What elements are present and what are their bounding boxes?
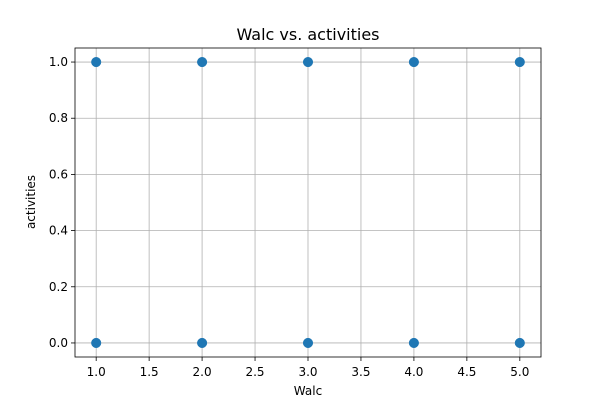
x-tick-label: 2.5: [245, 365, 264, 379]
x-tick-label: 1.0: [87, 365, 106, 379]
x-tick-label: 5.0: [510, 365, 529, 379]
x-tick-label: 3.0: [298, 365, 317, 379]
y-axis-label: activities: [24, 175, 38, 229]
scatter-point: [514, 337, 525, 349]
scatter-point: [197, 56, 208, 68]
y-tick-label: 0.6: [49, 167, 68, 181]
scatter-point: [91, 56, 102, 68]
grid-layer: [75, 48, 541, 357]
scatter-point: [302, 56, 314, 68]
scatter-point: [408, 337, 419, 349]
x-tick-label: 2.0: [193, 365, 212, 379]
y-tick-label: 0.4: [49, 224, 68, 238]
scatter-point: [408, 56, 419, 68]
y-tick-label: 0.8: [49, 111, 68, 125]
ticks-layer: 1.0 1.5 2.0 2.5 3.0 3.5 4.0 4.5 5.0 0.0 0.2 0.4 0.6 0…: [49, 55, 529, 379]
y-tick-label: 0.2: [49, 280, 68, 294]
y-tick-label: 0.0: [49, 336, 68, 350]
y-tick-label: 1.0: [49, 55, 68, 69]
scatter-point: [514, 56, 525, 68]
x-tick-label: 1.5: [140, 365, 159, 379]
x-tick-label: 3.5: [351, 365, 370, 379]
points-layer: [91, 56, 525, 349]
scatter-point: [91, 337, 102, 349]
x-tick-label: 4.0: [404, 365, 423, 379]
x-axis-label: Walc: [294, 384, 322, 398]
chart-title: Walc vs. activities: [236, 25, 379, 44]
scatter-point: [302, 337, 314, 349]
x-tick-label: 4.5: [457, 365, 476, 379]
scatter-point: [197, 337, 208, 349]
